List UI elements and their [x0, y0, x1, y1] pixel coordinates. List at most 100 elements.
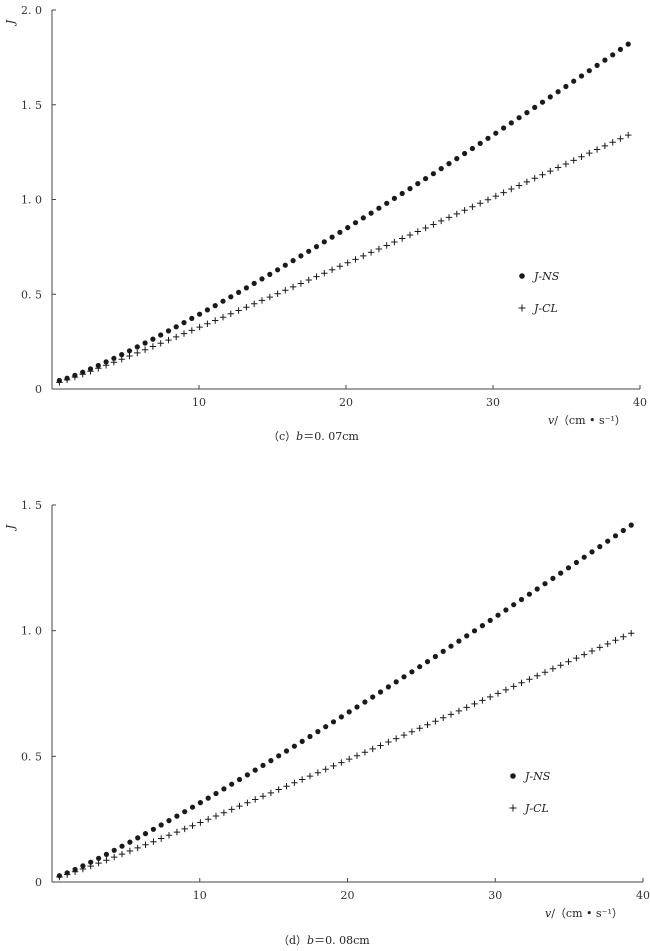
- data-point-j-cl: [578, 153, 585, 160]
- data-point-j-ns: [267, 271, 273, 277]
- data-point-j-ns: [88, 859, 94, 865]
- data-point-j-ns: [565, 565, 572, 571]
- data-point-j-cl: [71, 868, 79, 875]
- data-point-j-cl: [219, 314, 227, 321]
- caption-prefix: （d）: [278, 934, 307, 947]
- data-point-j-cl: [189, 822, 196, 829]
- caption-prefix: （c）: [268, 430, 296, 443]
- legend-label: J-CL: [532, 302, 558, 315]
- data-point-j-cl: [492, 192, 499, 200]
- caption-var: b: [307, 934, 314, 947]
- legend-marker-dot: [510, 773, 516, 779]
- data-point-j-cl: [251, 300, 258, 307]
- data-point-j-cl: [95, 365, 102, 372]
- data-point-j-ns: [244, 772, 250, 778]
- data-point-j-cl: [391, 238, 398, 246]
- data-point-j-ns: [313, 244, 320, 250]
- data-point-j-cl: [266, 293, 273, 301]
- series-j-cl: [56, 131, 632, 386]
- data-point-j-ns: [252, 767, 258, 773]
- data-point-j-ns: [298, 253, 304, 259]
- caption-var: b: [296, 430, 303, 443]
- y-tick-label: 1. 0: [21, 194, 42, 207]
- data-point-j-ns: [134, 344, 140, 350]
- data-point-j-ns: [204, 307, 210, 313]
- data-point-j-ns: [469, 145, 475, 152]
- data-point-j-cl: [275, 786, 282, 793]
- data-point-j-ns: [103, 359, 109, 365]
- data-point-j-cl: [314, 769, 322, 776]
- data-point-j-cl: [344, 259, 351, 266]
- data-point-j-ns: [376, 205, 382, 211]
- data-point-j-ns: [407, 186, 413, 192]
- data-point-j-ns: [165, 328, 172, 334]
- chart-panel-d: 0 0. 5 1. 0 1. 5 10 20 30 40 Jv/（cm • s⁻¹） （d）b＝0…: [4, 499, 650, 947]
- data-point-j-ns: [571, 78, 577, 84]
- data-point-j-ns: [307, 733, 313, 740]
- data-point-j-cl: [205, 816, 212, 823]
- data-point-j-ns: [430, 171, 436, 177]
- data-point-j-ns: [354, 704, 360, 710]
- data-point-j-ns: [456, 638, 462, 644]
- data-point-j-cl: [463, 704, 470, 711]
- data-point-j-cl: [291, 779, 298, 786]
- data-point-j-cl: [330, 762, 337, 770]
- data-point-j-cl: [596, 644, 603, 651]
- data-point-j-ns: [526, 591, 533, 597]
- data-point-j-cl: [628, 630, 635, 637]
- data-point-j-ns: [524, 110, 530, 116]
- data-point-j-cl: [118, 356, 125, 363]
- data-point-j-ns: [377, 689, 384, 695]
- data-point-j-ns: [228, 294, 234, 300]
- data-point-j-cl: [416, 725, 423, 732]
- panel-caption: （c）b＝0. 07cm: [268, 430, 359, 443]
- x-axis-label-var: v: [548, 414, 555, 427]
- data-point-j-ns: [236, 776, 243, 783]
- x-tick-label: 10: [192, 396, 206, 409]
- data-point-j-cl: [197, 819, 204, 826]
- data-point-j-cl: [593, 146, 601, 153]
- data-point-j-ns: [182, 809, 188, 815]
- data-point-j-ns: [323, 724, 329, 730]
- data-point-j-ns: [385, 684, 391, 690]
- data-point-j-ns: [142, 831, 149, 837]
- data-point-j-ns: [620, 527, 626, 534]
- data-point-j-cl: [510, 683, 517, 690]
- data-point-j-ns: [338, 714, 344, 720]
- data-point-j-cl: [111, 853, 118, 861]
- data-point-j-cl: [158, 835, 165, 842]
- x-tick-label: 20: [339, 396, 353, 409]
- data-point-j-cl: [196, 323, 203, 331]
- data-point-j-cl: [477, 200, 484, 207]
- data-point-j-cl: [126, 352, 133, 360]
- data-point-j-cl: [87, 862, 94, 870]
- data-point-j-cl: [150, 838, 157, 845]
- data-point-j-cl: [336, 263, 344, 270]
- data-point-j-cl: [56, 379, 63, 386]
- data-point-j-ns: [268, 758, 274, 764]
- data-point-j-cl: [539, 171, 546, 178]
- data-point-j-ns: [563, 83, 569, 90]
- data-point-j-cl: [352, 256, 359, 263]
- data-point-j-ns: [119, 843, 125, 849]
- data-point-j-cl: [188, 327, 195, 334]
- data-point-j-ns: [417, 664, 423, 670]
- data-point-j-cl: [565, 658, 572, 665]
- data-point-j-ns: [503, 607, 509, 613]
- data-point-j-cl: [534, 672, 541, 679]
- data-point-j-cl: [259, 793, 267, 800]
- data-point-j-ns: [581, 554, 587, 560]
- caption-value: ＝0. 07cm: [303, 430, 359, 443]
- data-point-j-cl: [134, 844, 141, 852]
- y-tick-label: 2. 0: [21, 4, 42, 17]
- data-point-j-cl: [502, 686, 510, 694]
- x-tick-label: 40: [633, 396, 647, 409]
- data-point-j-ns: [150, 826, 156, 832]
- data-point-j-cl: [157, 340, 164, 347]
- data-point-j-cl: [557, 662, 564, 669]
- data-point-j-cl: [440, 714, 447, 721]
- data-point-j-cl: [430, 221, 437, 228]
- data-point-j-ns: [166, 818, 172, 824]
- data-point-j-cl: [414, 228, 421, 235]
- data-point-j-ns: [555, 89, 561, 95]
